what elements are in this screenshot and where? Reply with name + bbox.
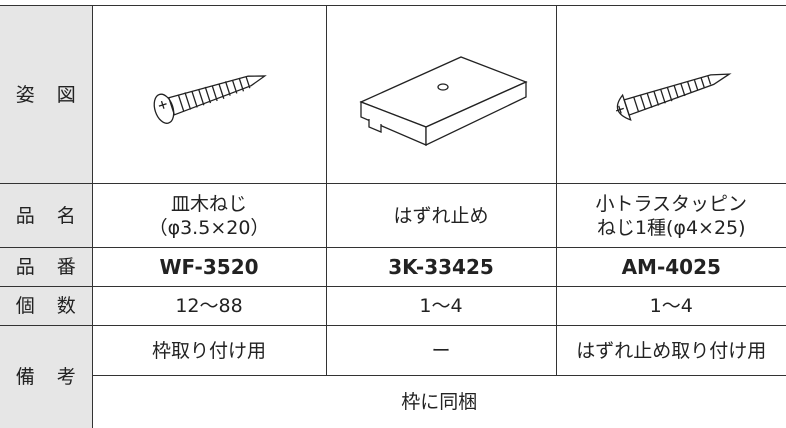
name-line: （φ3.5×20） <box>93 216 326 240</box>
row-label: 個 数 <box>0 287 92 326</box>
part-number: WF-3520 <box>92 248 326 287</box>
figure <box>326 6 556 184</box>
name-line: 皿木ねじ <box>93 192 326 216</box>
name-cell: 皿木ねじ（φ3.5×20） <box>92 184 326 248</box>
name-cell: はずれ止め <box>326 184 556 248</box>
row-label: 品 名 <box>0 184 92 248</box>
row-label: 姿 図 <box>0 6 92 184</box>
remark: はずれ止め取り付け用 <box>556 326 786 376</box>
quantity: 12～88 <box>92 287 326 326</box>
spec-table: 姿 図 品 名 皿木ねじ（φ3.5×20） はずれ止め 小トラスタッピンねじ1種… <box>0 5 786 428</box>
common-remark: 枠に同梱 <box>92 376 786 428</box>
name-cell: 小トラスタッピンねじ1種(φ4×25) <box>556 184 786 248</box>
name-line: はずれ止め <box>327 204 556 228</box>
row-label: 備 考 <box>0 326 92 428</box>
figure <box>92 6 326 184</box>
row-label: 品 番 <box>0 248 92 287</box>
quantity: 1～4 <box>326 287 556 326</box>
name-line: 小トラスタッピン <box>557 192 786 216</box>
remark: ー <box>326 326 556 376</box>
quantity: 1～4 <box>556 287 786 326</box>
part-number: AM-4025 <box>556 248 786 287</box>
remark: 枠取り付け用 <box>92 326 326 376</box>
figure <box>556 6 786 184</box>
part-number: 3K-33425 <box>326 248 556 287</box>
name-line: ねじ1種(φ4×25) <box>557 216 786 240</box>
